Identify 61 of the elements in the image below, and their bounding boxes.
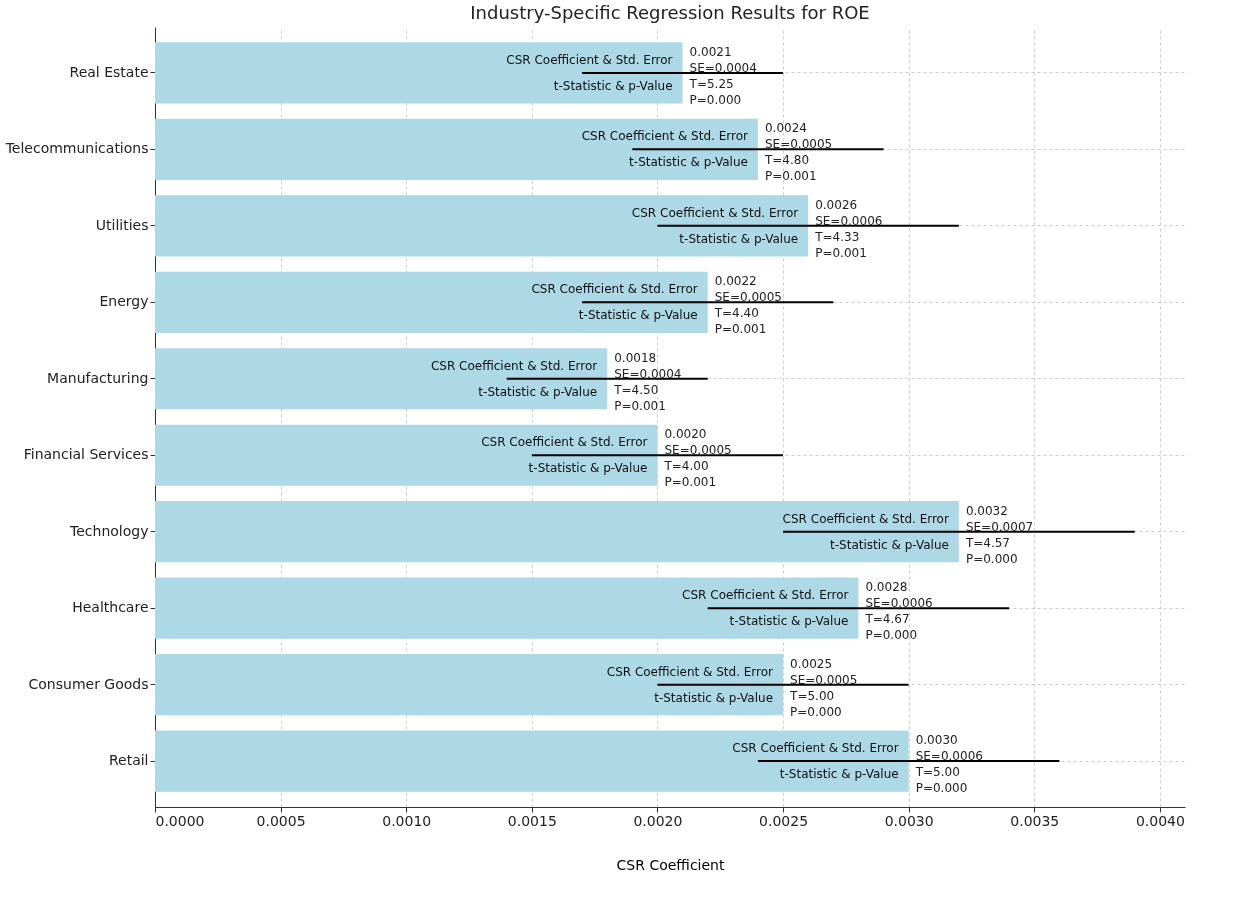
- annotation: t-Statistic & p-Value: [578, 308, 698, 323]
- x-tick-label: 0.0015: [507, 812, 557, 829]
- y-tick-label: Utilities: [95, 216, 149, 233]
- data-label: 0.0025 SE=0.0005 T=5.00 P=0.000: [789, 656, 858, 719]
- bar: [155, 118, 758, 180]
- x-tick-label: 0.0000: [155, 812, 205, 829]
- annotation: t-Statistic & p-Value: [553, 78, 673, 93]
- annotation: CSR Coefficient & Std. Error: [481, 435, 648, 450]
- annotation: t-Statistic & p-Value: [779, 767, 899, 782]
- y-tick-label: Consumer Goods: [28, 675, 149, 692]
- annotation: CSR Coefficient & Std. Error: [682, 588, 849, 603]
- data-label: 0.0028 SE=0.0006 T=4.67 P=0.000: [864, 580, 933, 643]
- annotation: CSR Coefficient & Std. Error: [782, 511, 949, 526]
- data-label: 0.0018 SE=0.0004 T=4.50 P=0.001: [613, 350, 682, 413]
- y-tick-label: Technology: [69, 522, 149, 539]
- bar: [155, 348, 608, 410]
- annotation: t-Statistic & p-Value: [528, 461, 648, 476]
- annotation: t-Statistic & p-Value: [478, 384, 598, 399]
- annotation: t-Statistic & p-Value: [654, 690, 774, 705]
- y-tick-label: Energy: [99, 293, 149, 310]
- bar: [155, 501, 959, 563]
- y-tick-label: Retail: [108, 752, 149, 769]
- bar: [155, 424, 658, 486]
- annotation: t-Statistic & p-Value: [729, 614, 849, 629]
- annotation: CSR Coefficient & Std. Error: [732, 741, 899, 756]
- data-label: 0.0026 SE=0.0006 T=4.33 P=0.001: [814, 197, 883, 260]
- x-tick-label: 0.0040: [1135, 812, 1185, 829]
- bar: [155, 195, 809, 257]
- y-tick-label: Telecommunications: [4, 140, 149, 157]
- y-tick-label: Healthcare: [72, 599, 149, 616]
- data-label: 0.0021 SE=0.0004 T=5.25 P=0.000: [688, 44, 757, 107]
- annotation: CSR Coefficient & Std. Error: [506, 52, 673, 67]
- data-label: 0.0024 SE=0.0005 T=4.80 P=0.001: [763, 121, 833, 184]
- annotation: t-Statistic & p-Value: [679, 231, 799, 246]
- data-label: 0.0030 SE=0.0006 T=5.00 P=0.000: [914, 733, 983, 796]
- bar: [155, 42, 683, 104]
- x-tick-label: 0.0010: [382, 812, 432, 829]
- annotation: t-Statistic & p-Value: [830, 537, 949, 552]
- annotation: CSR Coefficient & Std. Error: [430, 358, 598, 373]
- bar: [155, 654, 784, 716]
- annotation: CSR Coefficient & Std. Error: [631, 205, 799, 220]
- y-tick-label: Real Estate: [69, 63, 149, 80]
- y-tick-label: Financial Services: [23, 446, 149, 463]
- annotation: t-Statistic & p-Value: [629, 155, 748, 170]
- data-label: 0.0020 SE=0.0005 T=4.00 P=0.001: [663, 427, 732, 490]
- bar: [155, 577, 859, 639]
- chart-title: Industry-Specific Regression Results for ROE: [470, 2, 870, 23]
- annotation: CSR Coefficient & Std. Error: [581, 129, 748, 144]
- x-tick-label: 0.0030: [884, 812, 934, 829]
- x-tick-label: 0.0005: [256, 812, 306, 829]
- x-tick-label: 0.0020: [633, 812, 683, 829]
- y-tick-label: Manufacturing: [47, 369, 149, 386]
- data-label: 0.0032 SE=0.0007 T=4.57 P=0.000: [964, 503, 1034, 566]
- bar: [155, 730, 909, 792]
- x-tick-label: 0.0025: [759, 812, 809, 829]
- x-axis-title: CSR Coefficient: [616, 856, 725, 873]
- x-tick-label: 0.0035: [1010, 812, 1060, 829]
- data-label: 0.0022 SE=0.0005 T=4.40 P=0.001: [713, 274, 782, 337]
- bar: [155, 271, 708, 333]
- annotation: CSR Coefficient & Std. Error: [531, 282, 698, 297]
- annotation: CSR Coefficient & Std. Error: [606, 664, 774, 679]
